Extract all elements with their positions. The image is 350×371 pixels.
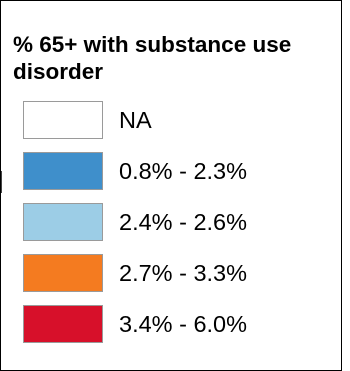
legend-item-range-3: 2.7% - 3.3%: [23, 254, 323, 292]
left-edge-tick: [1, 171, 2, 193]
legend-item-range-1: 0.8% - 2.3%: [23, 152, 323, 190]
legend-item-range-4: 3.4% - 6.0%: [23, 305, 323, 343]
legend-label-range-1: 0.8% - 2.3%: [119, 157, 247, 185]
legend-title: % 65+ with substance use disorder: [13, 31, 338, 85]
legend-swatch-range-1: [23, 152, 103, 190]
map-legend: % 65+ with substance use disorder NA 0.8…: [0, 0, 342, 371]
legend-item-na: NA: [23, 101, 323, 139]
legend-swatch-range-4: [23, 305, 103, 343]
legend-swatch-range-3: [23, 254, 103, 292]
legend-swatch-range-2: [23, 203, 103, 241]
legend-label-range-2: 2.4% - 2.6%: [119, 208, 247, 236]
legend-item-range-2: 2.4% - 2.6%: [23, 203, 323, 241]
legend-label-range-4: 3.4% - 6.0%: [119, 310, 247, 338]
legend-label-range-3: 2.7% - 3.3%: [119, 259, 247, 287]
legend-label-na: NA: [119, 106, 152, 134]
legend-swatch-na: [23, 101, 103, 139]
